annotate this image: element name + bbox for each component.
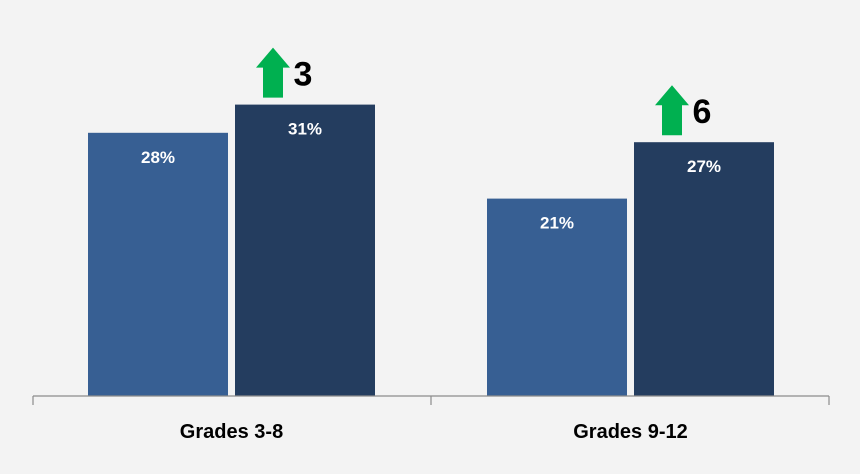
- up-arrow-icon: [655, 85, 689, 136]
- bar-value-label: 27%: [687, 157, 721, 176]
- category-label: Grades 9-12: [573, 421, 688, 443]
- bar-2-1: [487, 198, 627, 396]
- up-arrow-icon: [256, 47, 290, 98]
- bar-1-2: [235, 104, 375, 396]
- bar-value-label: 31%: [288, 120, 322, 139]
- x-axis: [32, 395, 830, 405]
- bar-value-label: 28%: [141, 148, 175, 167]
- bar-value-label: 21%: [540, 214, 574, 233]
- bars-layer: [88, 104, 774, 397]
- bar-1-1: [88, 132, 228, 397]
- labels-layer: 28% 31% Grades 3-8 3 21% 27% Grades 9-12 6: [141, 47, 721, 443]
- category-label: Grades 3-8: [180, 421, 283, 443]
- bar-2-2: [634, 142, 774, 396]
- change-value-label: 3: [294, 56, 313, 94]
- change-value-label: 6: [693, 93, 712, 131]
